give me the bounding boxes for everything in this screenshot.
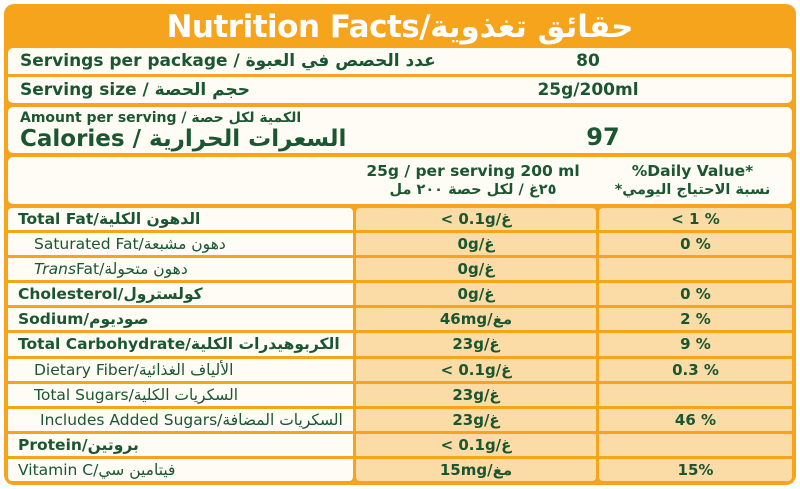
nutrient-daily-value: 15%	[599, 458, 792, 481]
serving-column-header-ar: ٢٥غ / لكل حصة ٢٠٠ مل	[389, 182, 557, 199]
nutrient-daily-value: 9 %	[599, 333, 792, 356]
nutrient-amount: 0g/غ	[356, 283, 596, 306]
nutrient-label: Trans Fat/دهون متحولة	[8, 258, 353, 281]
nutrient-amount: < 0.1g/غ	[356, 433, 596, 456]
serving-size-value: 25g/200ml	[537, 80, 639, 100]
daily-value-column-header: %Daily Value* نسبة الاحتياج اليومي*	[593, 161, 792, 200]
calories-panel: Amount per serving / الكمية لكل حصة Calo…	[8, 107, 792, 153]
column-header-panel: 25g / per serving 200 ml ٢٥غ / لكل حصة ٢…	[8, 157, 792, 204]
nutrient-label: Includes Added Sugars/السكريات المضافة	[8, 408, 353, 431]
serving-size-label: Serving size / حجم الحصة	[20, 80, 250, 100]
nutrient-amount: 15mg/مغ	[356, 458, 596, 481]
nutrient-label: Vitamin C/فيتامين سي	[8, 458, 353, 481]
calories-label: Calories / السعرات الحرارية	[20, 126, 347, 152]
servings-per-package-value: 80	[576, 51, 600, 71]
nutrients-table: Total Fat/الدهون الكلية < 0.1g/غ < 1 % Satu…	[8, 208, 792, 481]
nutrient-label: Cholesterol/كولسترول	[8, 283, 353, 306]
nutrient-daily-value: 0 %	[599, 233, 792, 256]
serving-column-header: 25g / per serving 200 ml ٢٥غ / لكل حصة ٢…	[353, 161, 593, 200]
nutrient-label: Dietary Fiber/الألياف الغذائية	[8, 358, 353, 381]
nutrient-daily-value: 0 %	[599, 283, 792, 306]
nutrient-daily-value: 2 %	[599, 308, 792, 331]
nutrient-label: Total Sugars/السكريات الكلية	[8, 383, 353, 406]
nutrient-amount: 0g/غ	[356, 233, 596, 256]
nutrient-daily-value	[599, 433, 792, 456]
serving-column-header-en: 25g / per serving 200 ml	[366, 162, 580, 180]
calories-value: 97	[586, 123, 620, 151]
daily-value-column-header-en: %Daily Value*	[631, 162, 754, 180]
nutrient-daily-value	[599, 258, 792, 281]
serving-size-row: Serving size / حجم الحصة 25g/200ml	[8, 77, 792, 103]
nutrient-label: Total Carbohydrate/الكربوهيدرات الكلية	[8, 333, 353, 356]
amount-per-serving-label: Amount per serving / الكمية لكل حصة	[20, 110, 302, 126]
nutrient-amount: < 0.1g/غ	[356, 358, 596, 381]
nutrient-daily-value	[599, 383, 792, 406]
label-title: Nutrition Facts/حقائق تغذوية	[166, 9, 634, 45]
servings-per-package-label: Servings per package / عدد الحصص في العب…	[20, 51, 436, 71]
nutrient-amount: 46mg/مغ	[356, 308, 596, 331]
nutrient-daily-value: < 1 %	[599, 208, 792, 231]
nutrient-amount: 23g/غ	[356, 408, 596, 431]
nutrient-amount: 0g/غ	[356, 258, 596, 281]
nutrient-label: Saturated Fat/دهون مشبعة	[8, 233, 353, 256]
serving-info-panel: Servings per package / عدد الحصص في العب…	[8, 48, 792, 103]
nutrient-label: Total Fat/الدهون الكلية	[8, 208, 353, 231]
nutrient-amount: 23g/غ	[356, 383, 596, 406]
nutrient-label: Protein/بروتين	[8, 433, 353, 456]
nutrient-amount: < 0.1g/غ	[356, 208, 596, 231]
label-background: Nutrition Facts/حقائق تغذوية Servings pe…	[4, 4, 796, 485]
nutrient-amount: 23g/غ	[356, 333, 596, 356]
nutrient-daily-value: 0.3 %	[599, 358, 792, 381]
nutrient-daily-value: 46 %	[599, 408, 792, 431]
nutrient-label: Sodium/صوديوم	[8, 308, 353, 331]
daily-value-column-header-ar: نسبة الاحتياج اليومي*	[614, 182, 771, 199]
row-divider	[8, 74, 792, 77]
servings-per-package-row: Servings per package / عدد الحصص في العب…	[8, 48, 792, 74]
